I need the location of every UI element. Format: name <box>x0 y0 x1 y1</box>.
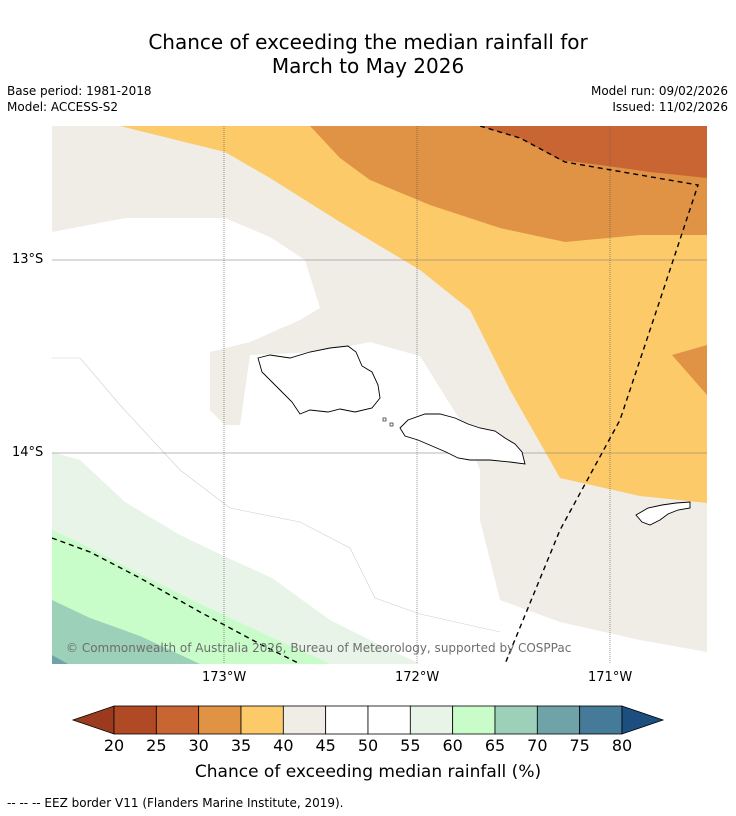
lon-label-171w: 171°W <box>588 670 633 685</box>
region-65-70 <box>52 600 200 664</box>
eez-border-east <box>479 126 699 664</box>
copyright-note: © Commonwealth of Australia 2026, Bureau… <box>66 641 572 655</box>
map-area <box>52 126 707 664</box>
tutuila-island <box>635 501 691 526</box>
islet <box>389 422 394 427</box>
colorbar-swatch-c45_50 <box>325 705 369 735</box>
issued-date: Issued: 11/02/2026 <box>612 100 728 114</box>
colorbar-tick-label: 60 <box>442 736 463 755</box>
title-line-2: March to May 2026 <box>271 54 465 78</box>
meta-right: Model run: 09/02/2026 Issued: 11/02/2026 <box>591 83 728 115</box>
title-line-1: Chance of exceeding the median rainfall … <box>148 30 588 54</box>
colorbar-tick-label: 50 <box>357 736 379 755</box>
colorbar-above-80 <box>621 705 665 735</box>
colorbar-swatch-c35_40 <box>240 705 284 735</box>
colorbar-tick-label: 75 <box>569 736 590 755</box>
region-25-30 <box>480 126 707 178</box>
lat-label-14s: 14°S <box>12 445 44 460</box>
colorbar-title: Chance of exceeding median rainfall (%) <box>194 762 542 782</box>
region-30-35-east <box>672 345 707 395</box>
model-run: Model run: 09/02/2026 <box>590 84 728 98</box>
colorbar-tick-label: 20 <box>103 736 125 755</box>
colorbar-swatch-c65_70 <box>494 705 538 735</box>
colorbar-swatch-c30_35 <box>198 705 242 735</box>
savaii-island <box>257 345 381 415</box>
lat-label-13s: 13°S <box>12 252 44 267</box>
colorbar-tick-label: 40 <box>273 736 294 755</box>
islet <box>382 417 387 422</box>
colorbar-tick-label: 45 <box>315 736 336 755</box>
upolu-island <box>399 413 526 465</box>
colorbar <box>71 705 665 735</box>
meta-left: Base period: 1981-2018 Model: ACCESS-S2 <box>7 83 152 115</box>
colorbar-swatch-c40_45 <box>282 705 327 735</box>
colorbar-below-20 <box>71 705 115 735</box>
colorbar-swatch-c75_80 <box>579 705 623 735</box>
lon-label-173w: 173°W <box>202 670 247 685</box>
eez-footnote: -- -- -- EEZ border V11 (Flanders Marine… <box>7 796 344 810</box>
colorbar-tick-label: 35 <box>230 736 252 755</box>
contour-line <box>52 357 501 633</box>
region-70-75 <box>52 655 68 664</box>
colorbar-tick-label: 70 <box>527 736 548 755</box>
map-title: Chance of exceeding the median rainfall … <box>0 30 736 78</box>
colorbar-tick-label: 25 <box>146 736 167 755</box>
colorbar-swatch-c70_75 <box>536 705 581 735</box>
colorbar-swatch-c50_55 <box>367 705 411 735</box>
colorbar-tick-label: 65 <box>484 736 506 755</box>
colorbar-swatch-c20_25 <box>113 705 157 735</box>
colorbar-swatch-c55_60 <box>409 705 454 735</box>
base-period: Base period: 1981-2018 <box>7 84 152 98</box>
colorbar-tick-label: 80 <box>611 736 633 755</box>
colorbar-tick-label: 30 <box>188 736 209 755</box>
colorbar-tick-label: 55 <box>400 736 421 755</box>
colorbar-swatch-c25_30 <box>155 705 200 735</box>
model-name: Model: ACCESS-S2 <box>7 100 119 114</box>
colorbar-swatch-c60_65 <box>452 705 496 735</box>
lon-label-172w: 172°W <box>395 670 440 685</box>
